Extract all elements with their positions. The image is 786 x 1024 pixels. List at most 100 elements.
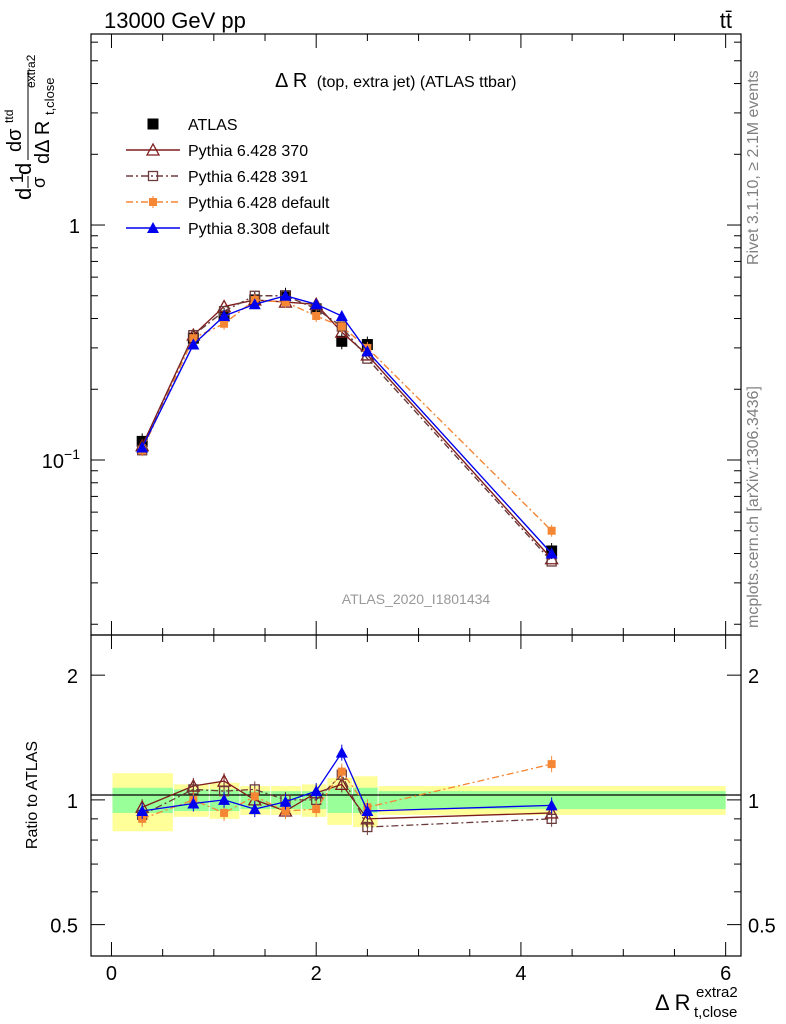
ratio-y-tick-label-right: 1 <box>748 791 759 813</box>
series-pythia-6-428-370 <box>135 292 559 565</box>
legend: ATLAS Pythia 6.428 370 Pythia 6.428 391 Pyt… <box>126 117 330 238</box>
header-left: 13000 GeV pp <box>104 8 246 33</box>
plot-title-sub: (top, extra jet) (ATLAS ttbar) <box>317 74 517 91</box>
data-point <box>220 319 229 328</box>
svg-text:d 1: d 1 <box>7 173 36 200</box>
ratio-y-tick-label-right: 0.5 <box>748 916 776 938</box>
ratio-y-tick-label: 2 <box>67 666 78 688</box>
ratio-point <box>337 767 346 776</box>
mcplots-label: mcplots.cern.ch [arXiv:1306.3436] <box>745 386 762 628</box>
ratio-point <box>250 792 259 801</box>
data-point <box>547 526 556 535</box>
x-tick-label: 2 <box>311 963 322 985</box>
ylabel-den-sup: extra2 <box>24 54 38 88</box>
ratio-point <box>279 795 292 807</box>
legend-label: Pythia 6.428 370 <box>188 143 308 160</box>
ylabel-frac1: 1 <box>7 173 27 183</box>
ratio-tick-labels: 0.5 0.5 1 1 2 2 0 2 4 6 <box>50 666 776 985</box>
data-point <box>189 334 198 343</box>
xlabel-sup: extra2 <box>696 984 738 1001</box>
data-point <box>279 289 292 301</box>
legend-label: Pythia 6.428 391 <box>188 169 308 186</box>
ylabel-frac1-den: σ <box>29 177 49 188</box>
rivet-version-label: Rivet 3.1.10, ≥ 2.1M events <box>745 70 762 265</box>
ratio-axis-ticks <box>91 635 741 956</box>
ratio-point <box>136 805 149 817</box>
ylabel-den: dΔ R <box>32 121 54 164</box>
x-axis-label: Δ R <box>655 990 690 1015</box>
ratio-y-tick-label: 1 <box>67 791 78 813</box>
legend-marker <box>147 118 159 130</box>
legend-label: Pythia 8.308 default <box>188 221 330 238</box>
plot-title: Δ R (top, extra jet) (ATLAS ttbar) <box>275 70 516 92</box>
series-pythia-8-308-default <box>136 289 558 559</box>
y-tick-label-exp: −1 <box>64 446 80 462</box>
ylabel-prefix: d <box>11 188 36 200</box>
ratio-y-tick-label: 0.5 <box>50 916 78 938</box>
ratio-point <box>334 777 349 791</box>
data-point <box>335 310 348 322</box>
analysis-id: ATLAS_2020_I1801434 <box>342 591 491 607</box>
y-tick-label-base: 1 <box>69 216 80 238</box>
ratio-point <box>220 808 229 817</box>
data-point <box>281 298 290 307</box>
ratio-point <box>187 797 200 809</box>
ratio-point <box>218 793 231 805</box>
data-point <box>337 322 346 331</box>
data-point <box>361 345 374 357</box>
legend-label: Pythia 6.428 default <box>188 195 330 212</box>
ylabel-num: dσ <box>4 128 26 152</box>
ratio-series-group <box>135 744 559 836</box>
data-point <box>545 547 558 559</box>
legend-marker <box>149 198 157 206</box>
xlabel-sub: t,close <box>694 1004 737 1021</box>
ratio-series-pythia-8-308-default <box>136 744 558 820</box>
header-right: tt̄ <box>720 8 732 33</box>
ratio-point <box>361 805 374 817</box>
legend-marker <box>147 222 159 233</box>
legend-label: ATLAS <box>188 117 238 134</box>
ratio-y-axis-label: Ratio to ATLAS <box>24 741 41 849</box>
x-tick-label: 4 <box>515 963 526 985</box>
ratio-point <box>362 821 373 833</box>
data-point <box>312 312 321 321</box>
legend-marker <box>145 142 161 156</box>
ratio-point <box>281 807 290 816</box>
ratio-y-tick-label-right: 2 <box>748 666 759 688</box>
ratio-point <box>312 805 321 814</box>
y-tick-label-base: 10 <box>42 451 64 473</box>
main-y-tick-labels: 10−1 1 <box>42 216 80 473</box>
y-tick-label: 1 <box>69 216 80 238</box>
plot-title-main: Δ R <box>275 70 307 92</box>
data-point <box>310 298 323 310</box>
data-point <box>336 335 348 347</box>
series-pythia-6-428-391 <box>137 290 557 567</box>
ratio-point <box>335 746 348 758</box>
ratio-point <box>546 813 557 825</box>
data-point <box>136 441 149 453</box>
svg-text:dσ ttd: dσ ttd <box>2 110 26 152</box>
main-axis-ticks <box>91 34 741 635</box>
x-tick-label: 0 <box>106 963 117 985</box>
data-point <box>187 338 200 350</box>
svg-text:dΔ R t,close: dΔ R t,close <box>32 77 57 164</box>
xlabel-main: Δ R <box>655 990 690 1015</box>
main-panel: 10−1 1 Δ R (top, extra jet) (ATLAS ttbar)… <box>2 33 742 636</box>
ylabel-num-sup: ttd <box>2 110 16 123</box>
x-tick-label: 6 <box>720 963 731 985</box>
ylabel-d: d <box>11 163 36 175</box>
ratio-point <box>547 760 556 769</box>
main-series-group <box>135 287 559 567</box>
y-tick-label: 10−1 <box>42 446 80 473</box>
ratio-point <box>545 799 558 811</box>
ylabel-den-sub: t,close <box>42 77 57 115</box>
stat-uncertainty-band <box>327 787 353 813</box>
ratio-point <box>248 803 261 815</box>
data-point <box>136 435 148 447</box>
ratio-point <box>310 785 323 797</box>
main-y-axis-label: d 1 σ d dσ ttd dΔ R t,close extra2 <box>2 54 57 200</box>
data-point <box>248 298 261 310</box>
ratio-panel: 0.5 0.5 1 1 2 2 0 2 4 6 Ratio to ATLAS Δ R t,clos… <box>24 634 776 1021</box>
legend-marker <box>147 170 159 182</box>
